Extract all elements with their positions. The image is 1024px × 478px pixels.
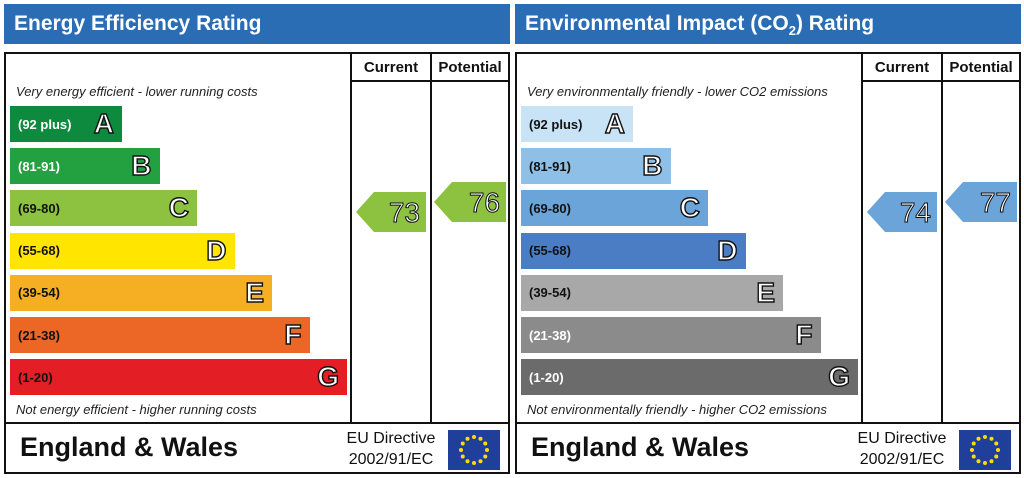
environmental-impact-panel: Environmental Impact (CO2) Rating Curren… [515, 4, 1021, 474]
rating-frame: Current Potential Very energy efficient … [4, 52, 510, 474]
energy-efficiency-panel: Energy Efficiency Rating Current Potenti… [4, 4, 510, 474]
divider [941, 54, 943, 424]
panel-title: Energy Efficiency Rating [4, 4, 510, 44]
eu-flag-icon [959, 430, 1011, 470]
column-header-current: Current [363, 59, 419, 76]
band-range-label: (92 plus) [529, 116, 583, 132]
rating-band-g: (1-20) G [10, 359, 347, 396]
band-letter: E [756, 276, 776, 308]
panel-title: Environmental Impact (CO2) Rating [515, 4, 1021, 44]
rating-arrow-shape [945, 182, 1017, 223]
eu-flag-icon [448, 430, 500, 470]
divider [350, 80, 508, 82]
eu-directive-label: EU Directive 2002/91/EC [346, 430, 436, 468]
column-header-potential: Potential [438, 59, 502, 76]
band-range-label: (55-68) [18, 243, 60, 259]
band-range-label: (21-38) [18, 327, 60, 343]
band-letter: C [679, 192, 701, 224]
divider [861, 54, 863, 424]
rating-arrow-shape [356, 192, 426, 233]
divider [517, 422, 1019, 424]
band-range-label: (81-91) [18, 158, 60, 174]
bottom-note: Not environmentally friendly - higher CO… [527, 402, 827, 417]
region-label: England & Wales [20, 432, 239, 462]
band-letter: F [284, 319, 303, 350]
divider [861, 80, 1019, 82]
band-letter: B [642, 150, 664, 182]
band-range-label: (55-68) [529, 243, 571, 259]
divider [6, 422, 508, 424]
rating-band-f: (21-38) F [521, 317, 821, 353]
potential-rating-arrow: 76 [434, 182, 506, 223]
rating-band-d: (55-68) D [521, 232, 746, 269]
band-letter: F [795, 319, 814, 350]
rating-band-d: (55-68) D [10, 232, 235, 269]
band-range-label: (81-91) [529, 158, 571, 174]
band-range-label: (39-54) [529, 285, 571, 301]
current-rating-arrow: 73 [356, 192, 426, 233]
band-range-label: (21-38) [529, 327, 571, 343]
band-range-label: (92 plus) [18, 116, 72, 132]
rating-band-e: (39-54) E [10, 274, 272, 311]
column-header-current: Current [874, 59, 930, 76]
rating-arrow-shape [867, 192, 937, 233]
top-note: Very energy efficient - lower running co… [16, 84, 258, 99]
band-letter: C [168, 192, 190, 224]
rating-value: 76 [469, 187, 500, 218]
band-range-label: (1-20) [529, 369, 564, 385]
rating-band-b: (81-91) B [521, 148, 671, 185]
rating-band-b: (81-91) B [10, 148, 160, 185]
band-letter: G [317, 361, 340, 393]
band-letter: E [245, 276, 265, 308]
band-letter: D [206, 234, 228, 266]
band-range-label: (39-54) [18, 285, 60, 301]
rating-band-f: (21-38) F [10, 317, 310, 353]
band-range-label: (69-80) [529, 200, 571, 216]
rating-band-c: (69-80) C [521, 190, 708, 227]
band-range-label: (69-80) [18, 200, 60, 216]
rating-band-a: (92 plus) A [521, 106, 633, 142]
band-letter: A [604, 108, 626, 139]
rating-frame: Current Potential Very environmentally f… [515, 52, 1021, 474]
rating-band-g: (1-20) G [521, 359, 858, 396]
rating-band-e: (39-54) E [521, 274, 783, 311]
divider [430, 54, 432, 424]
bottom-note: Not energy efficient - higher running co… [16, 402, 257, 417]
rating-value: 77 [980, 187, 1011, 218]
current-rating-arrow: 74 [867, 192, 937, 233]
divider [350, 54, 352, 424]
rating-value: 73 [389, 197, 420, 228]
rating-value: 74 [900, 197, 931, 228]
band-letter: B [131, 150, 153, 182]
eu-directive-label: EU Directive 2002/91/EC [857, 430, 947, 468]
top-note: Very environmentally friendly - lower CO… [527, 84, 828, 99]
rating-arrow-shape [434, 182, 506, 223]
region-label: England & Wales [531, 432, 750, 462]
rating-band-a: (92 plus) A [10, 106, 122, 142]
band-range-label: (1-20) [18, 369, 53, 385]
rating-band-c: (69-80) C [10, 190, 197, 227]
band-letter: A [93, 108, 115, 139]
potential-rating-arrow: 77 [945, 182, 1017, 223]
column-header-potential: Potential [949, 59, 1013, 76]
band-letter: G [828, 361, 851, 393]
band-letter: D [717, 234, 739, 266]
